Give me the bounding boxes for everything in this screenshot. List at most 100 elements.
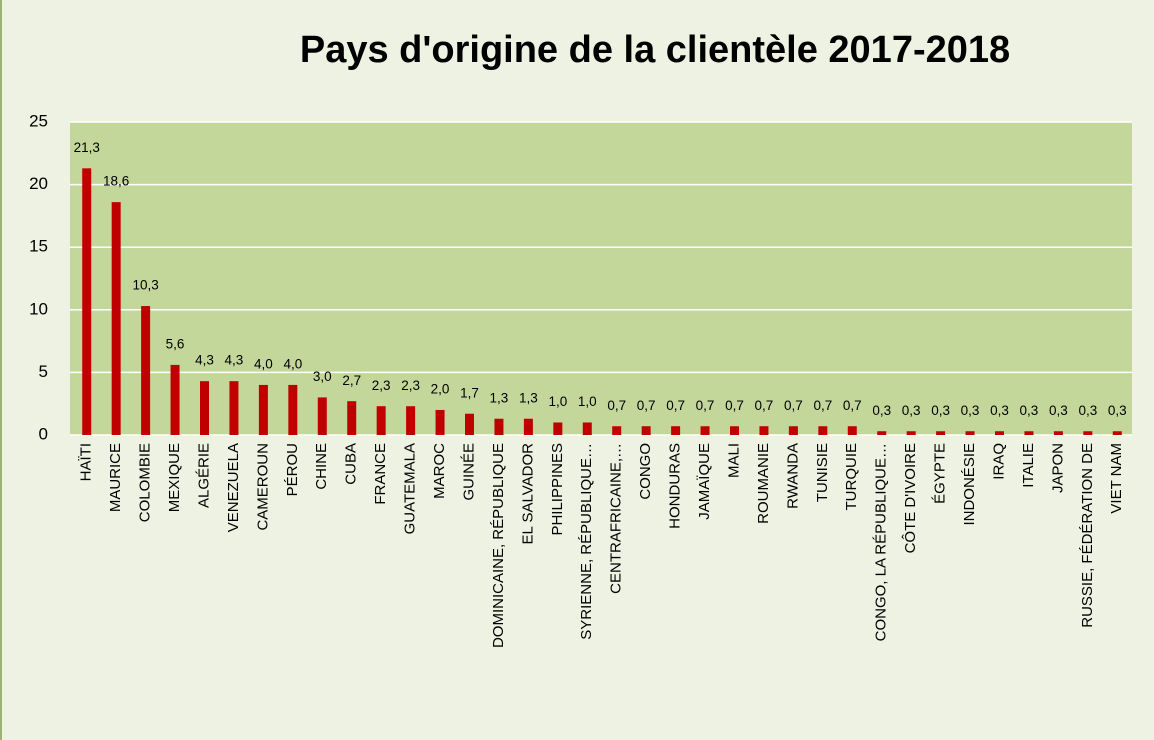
bar — [877, 431, 887, 435]
value-label: 4,0 — [254, 356, 273, 371]
x-tick-label: RWANDA — [784, 443, 801, 509]
value-label: 21,3 — [74, 140, 100, 155]
bar — [258, 384, 268, 435]
value-label: 0,7 — [843, 398, 862, 413]
bar — [965, 431, 975, 435]
bar — [229, 381, 239, 435]
bar — [700, 426, 710, 435]
value-label: 0,7 — [755, 398, 774, 413]
bar — [141, 306, 151, 435]
value-label: 0,7 — [607, 398, 626, 413]
x-tick-label: SYRIENNE, RÉPUBLIQUE… — [578, 443, 595, 640]
value-label: 2,3 — [372, 378, 391, 393]
x-tick-label: CAMEROUN — [254, 443, 271, 531]
x-tick-label: JAMAÏQUE — [696, 443, 713, 520]
value-label: 0,3 — [961, 403, 980, 418]
value-label: 2,7 — [342, 373, 361, 388]
x-tick-label: MEXIQUE — [166, 443, 183, 512]
bar — [847, 426, 857, 435]
x-tick-label: PÉROU — [284, 443, 301, 496]
y-tick-label: 0 — [39, 424, 48, 443]
bar — [788, 426, 798, 435]
x-tick-label: HAÏTI — [78, 443, 95, 481]
x-tick-label: MAURICE — [107, 443, 124, 512]
bar — [818, 426, 828, 435]
bar — [582, 422, 592, 435]
value-label: 0,3 — [1020, 403, 1039, 418]
value-label: 0,7 — [637, 398, 656, 413]
x-tick-label: MAROC — [431, 443, 448, 499]
bar — [759, 426, 769, 435]
value-label: 0,3 — [902, 403, 921, 418]
x-tick-label: IRAQ — [990, 443, 1007, 480]
value-label: 0,3 — [990, 403, 1009, 418]
value-label: 10,3 — [132, 278, 158, 293]
bar — [111, 202, 121, 435]
value-label: 4,3 — [225, 353, 244, 368]
bar — [200, 381, 209, 435]
value-label: 1,0 — [578, 394, 597, 409]
x-tick-label: TURQUIE — [843, 443, 860, 511]
value-label: 4,0 — [283, 356, 302, 371]
y-tick-label: 5 — [39, 362, 48, 381]
x-tick-label: CONGO — [637, 443, 654, 500]
bar — [553, 422, 563, 435]
bar — [995, 431, 1004, 435]
value-label: 4,3 — [195, 353, 214, 368]
value-label: 2,3 — [401, 378, 420, 393]
x-tick-label: COLOMBIE — [137, 443, 154, 522]
x-tick-label: CUBA — [343, 443, 360, 485]
value-label: 0,3 — [1078, 403, 1097, 418]
bar — [612, 426, 622, 435]
x-tick-label: CONGO, LA RÉPUBLIQUE… — [873, 443, 890, 641]
bar — [906, 431, 916, 435]
y-tick-label: 20 — [29, 174, 48, 193]
x-tick-label: ITALIE — [1020, 443, 1037, 488]
x-tick-label: INDONÉSIE — [961, 443, 978, 526]
bar — [1024, 431, 1034, 435]
bar — [641, 426, 651, 435]
value-label: 1,3 — [519, 390, 538, 405]
bar — [494, 418, 504, 435]
value-label: 0,7 — [696, 398, 715, 413]
x-tick-label: MALI — [725, 443, 742, 478]
plot-area — [70, 122, 1132, 435]
bar — [317, 397, 327, 435]
value-label: 1,3 — [490, 390, 509, 405]
y-tick-label: 10 — [29, 299, 48, 318]
value-label: 18,6 — [103, 174, 129, 189]
bar — [82, 168, 92, 435]
value-label: 0,7 — [784, 398, 803, 413]
y-tick-label: 15 — [29, 237, 48, 256]
value-label: 0,7 — [813, 398, 832, 413]
value-label: 3,0 — [313, 369, 332, 384]
x-tick-label: VIET NAM — [1108, 443, 1125, 514]
bar — [730, 426, 739, 435]
value-label: 2,0 — [431, 382, 450, 397]
x-tick-label: CENTRAFRICAINE,… — [608, 443, 625, 594]
value-label: 0,3 — [1108, 403, 1127, 418]
bar — [435, 409, 445, 435]
bar — [288, 384, 298, 435]
x-tick-label: VENEZUELA — [225, 443, 242, 532]
x-tick-label: HONDURAS — [667, 443, 684, 529]
value-label: 0,3 — [872, 403, 891, 418]
bar — [376, 406, 386, 435]
bar — [1112, 431, 1122, 435]
x-tick-label: JAPON — [1049, 443, 1066, 493]
x-tick-label: FRANCE — [372, 443, 389, 505]
x-tick-label: CÔTE D'IVOIRE — [902, 443, 919, 553]
x-tick-label: ROUMANIE — [755, 443, 772, 524]
bar — [523, 418, 533, 435]
x-tick-label: GUINÉE — [460, 443, 477, 501]
x-tick-label: PHILIPPINES — [549, 443, 566, 536]
x-tick-label: DOMINICAINE, RÉPUBLIQUE — [490, 443, 507, 648]
x-tick-label: CHINE — [313, 443, 330, 490]
bar — [170, 364, 180, 435]
bar — [1053, 431, 1063, 435]
chart-title: Pays d'origine de la clientèle 2017-2018 — [300, 29, 1010, 71]
bar — [671, 426, 681, 435]
x-tick-label: ALGÉRIE — [195, 443, 212, 508]
value-label: 0,3 — [931, 403, 950, 418]
